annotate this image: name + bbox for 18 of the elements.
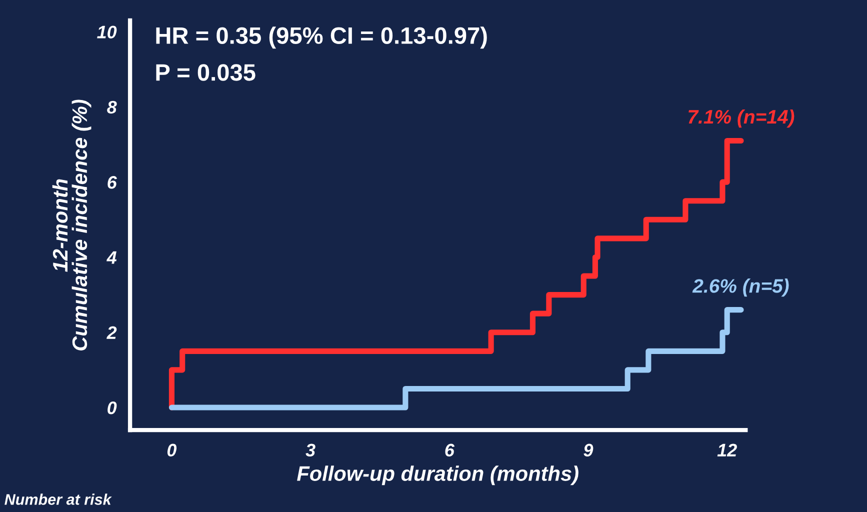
y-tick-label: 6 <box>108 176 117 189</box>
x-axis-title: Follow-up duration (months) <box>297 466 578 486</box>
x-tick-label: 12 <box>717 444 737 456</box>
annotation: P = 0.035 <box>156 64 256 81</box>
y-tick-label: 0 <box>108 401 117 414</box>
x-tick-label: 3 <box>306 444 316 457</box>
data-label: 7.1% (n=14) <box>688 109 794 128</box>
x-tick-label: 0 <box>167 444 177 457</box>
data-label: 2.6% (n=5) <box>692 278 789 297</box>
y-axis-title: 12-month Cumulative incidence (%) <box>52 100 92 350</box>
y-tick-label: 8 <box>107 100 117 114</box>
y-tick-label: 2 <box>106 326 117 339</box>
annotation: HR = 0.35 (95% CI = 0.13-0.97) <box>156 26 487 49</box>
x-tick-label: 9 <box>584 444 594 457</box>
x-tick-label: 6 <box>445 444 455 457</box>
y-tick-label: 4 <box>106 251 117 264</box>
text: Number at risk <box>4 494 112 505</box>
y-tick-label: 10 <box>97 26 117 38</box>
